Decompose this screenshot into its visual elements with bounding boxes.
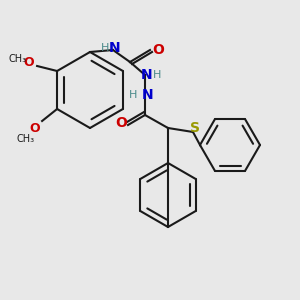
Text: O: O [30,122,40,136]
Text: CH₃: CH₃ [8,54,26,64]
Text: H: H [101,43,109,53]
Text: N: N [109,41,121,55]
Text: S: S [190,121,200,135]
Text: N: N [142,88,154,102]
Text: O: O [24,56,34,70]
Text: N: N [141,68,153,82]
Text: O: O [152,43,164,57]
Text: O: O [115,116,127,130]
Text: H: H [129,90,137,100]
Text: H: H [153,70,161,80]
Text: CH₃: CH₃ [16,134,34,144]
